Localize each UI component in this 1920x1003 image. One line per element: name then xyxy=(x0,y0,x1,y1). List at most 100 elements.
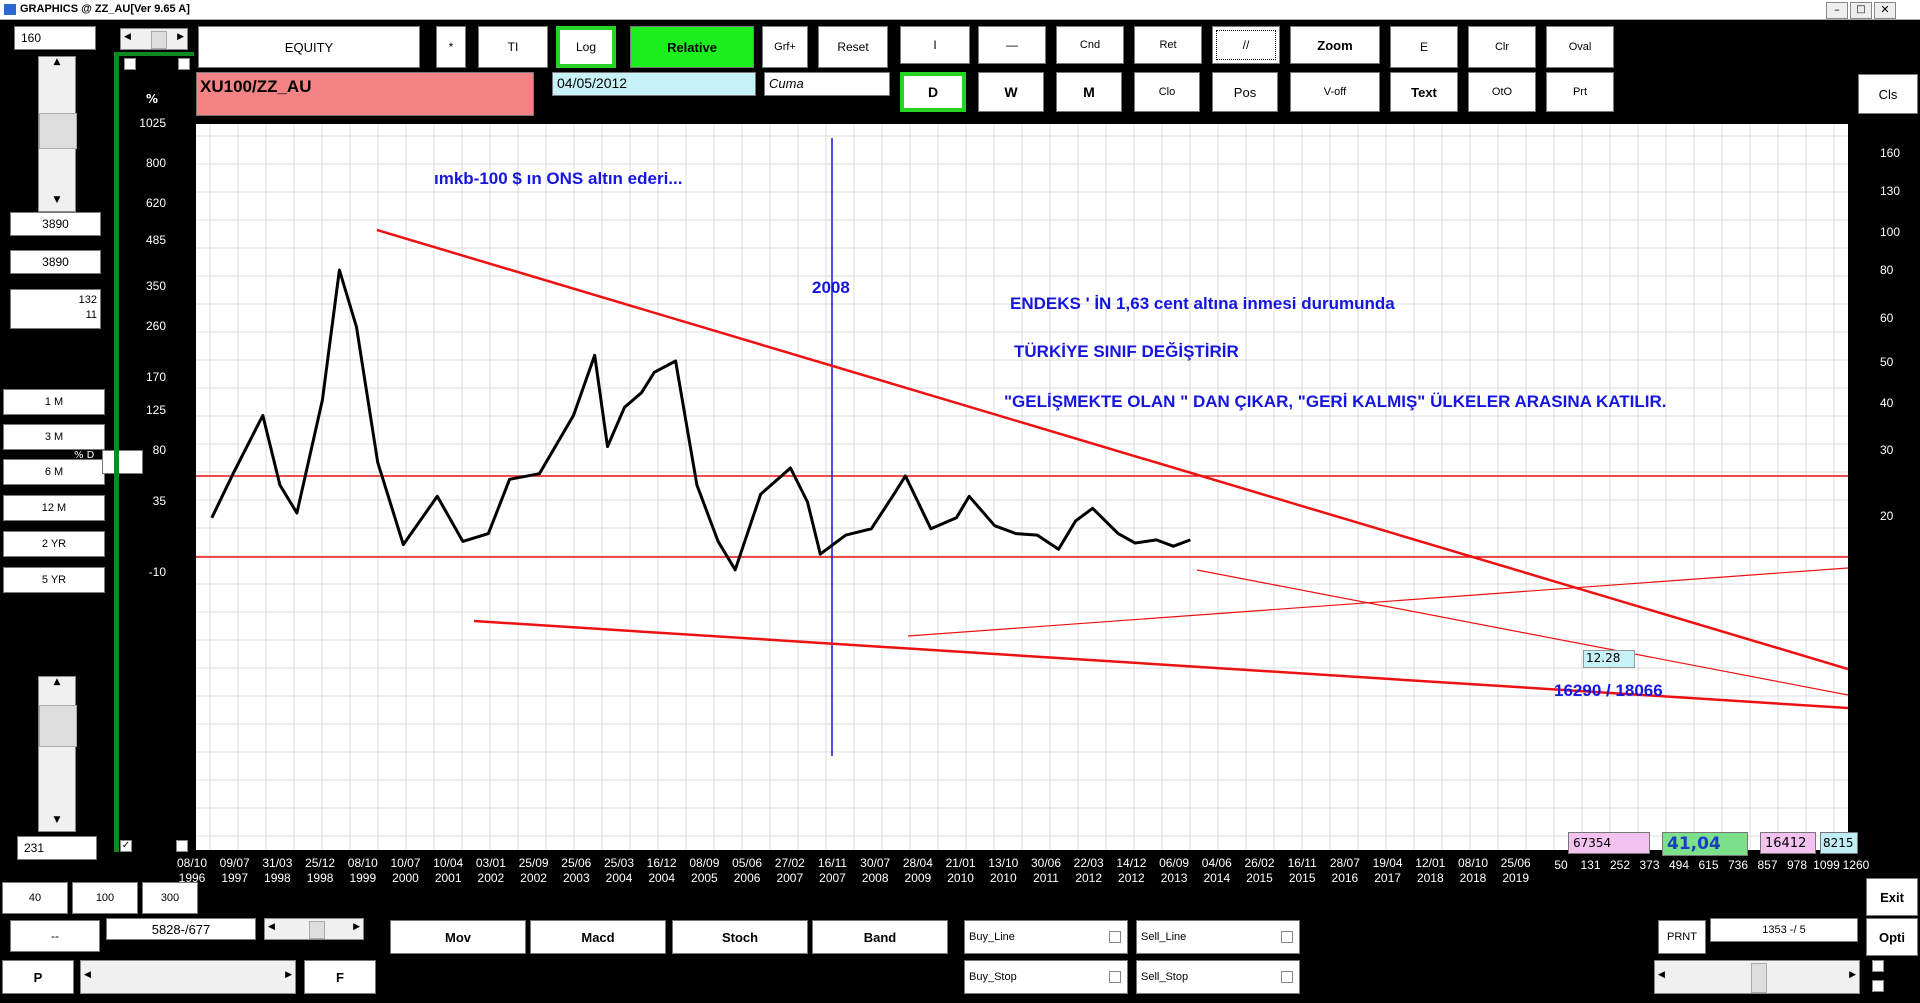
clear-button[interactable]: Clr xyxy=(1468,26,1536,68)
candle-button[interactable]: Cnd xyxy=(1056,26,1124,64)
y-tick-right: 20 xyxy=(1880,509,1894,523)
bottom-left-scrollbar[interactable]: ◀ ▶ xyxy=(264,918,364,940)
scroll-thumb[interactable] xyxy=(39,705,77,747)
p-button[interactable]: P xyxy=(2,960,74,994)
bottom-main-scrollbar[interactable]: ◀ ▶ xyxy=(80,960,296,994)
arrow-right-icon[interactable]: ▶ xyxy=(285,970,292,980)
volume-off-button[interactable]: V-off xyxy=(1290,72,1380,112)
date-field[interactable]: 04/05/2012 xyxy=(552,72,756,96)
minimize-icon[interactable]: – xyxy=(1826,2,1848,19)
y-tick-right: 100 xyxy=(1880,225,1901,239)
top-value-field[interactable]: 160 xyxy=(14,26,96,50)
percent-input[interactable] xyxy=(102,450,143,474)
x-tick-right: 131 xyxy=(1580,858,1601,872)
monthly-button[interactable]: M xyxy=(1056,72,1122,112)
scroll-thumb[interactable] xyxy=(39,113,77,149)
y-tick-right: 60 xyxy=(1880,311,1894,325)
f-button[interactable]: F xyxy=(304,960,376,994)
pos-button[interactable]: Pos xyxy=(1212,72,1278,112)
buy-line-checkbox[interactable] xyxy=(1109,931,1121,943)
checkbox-top-right[interactable] xyxy=(178,58,190,70)
scroll-thumb[interactable] xyxy=(309,921,325,939)
zoom-button[interactable]: Zoom xyxy=(1290,26,1380,64)
bottom-right-checkbox-1[interactable] xyxy=(1872,960,1884,972)
checkbox-bottom-checked[interactable]: ✓ xyxy=(120,840,132,852)
y-tick-right: 50 xyxy=(1880,355,1894,369)
print-button[interactable]: Prt xyxy=(1546,72,1614,112)
horizontal-line-button[interactable]: — xyxy=(978,26,1046,64)
period-3m-button[interactable]: 3 M xyxy=(3,424,105,450)
oto-button[interactable]: OtO xyxy=(1468,72,1536,112)
arrow-right-icon[interactable]: ▶ xyxy=(353,922,360,932)
scroll-down-icon[interactable]: ▼ xyxy=(53,815,61,825)
oval-button[interactable]: Oval xyxy=(1546,26,1614,68)
maximize-icon[interactable]: □ xyxy=(1850,2,1872,19)
left-lower-scrollbar[interactable]: ▲ ▼ xyxy=(38,676,77,832)
ti-button[interactable]: TI xyxy=(478,26,548,68)
range-300-button[interactable]: 300 xyxy=(142,882,198,914)
x-tick-label: 22/03 2012 xyxy=(1073,856,1104,885)
period-6m-button[interactable]: 6 M xyxy=(3,459,105,485)
cls-button[interactable]: Cls xyxy=(1858,74,1918,114)
period-12m-button[interactable]: 12 M xyxy=(3,495,105,521)
range-40-button[interactable]: 40 xyxy=(2,882,68,914)
reset-button[interactable]: Reset xyxy=(818,26,888,68)
arrow-left-icon[interactable]: ◀ xyxy=(124,32,131,42)
arrow-left-icon[interactable]: ◀ xyxy=(1658,970,1665,980)
buy-line-field[interactable]: Buy_Line xyxy=(964,920,1128,954)
e-button[interactable]: E xyxy=(1390,26,1458,68)
bottom-right-checkbox-2[interactable] xyxy=(1872,980,1884,992)
y-tick-right: 30 xyxy=(1880,443,1894,457)
dash-button[interactable]: -- xyxy=(10,920,100,952)
graph-plus-button[interactable]: Grf+ xyxy=(762,26,808,68)
opti-button[interactable]: Opti xyxy=(1866,918,1918,956)
bottom-right-scrollbar[interactable]: ◀ ▶ xyxy=(1654,960,1860,994)
left-upper-scrollbar[interactable]: ▲ ▼ xyxy=(38,56,77,212)
sell-line-field[interactable]: Sell_Line xyxy=(1136,920,1300,954)
scroll-thumb[interactable] xyxy=(151,31,167,49)
arrow-left-icon[interactable]: ◀ xyxy=(84,970,91,980)
scroll-down-icon[interactable]: ▼ xyxy=(53,195,61,205)
scroll-up-icon[interactable]: ▲ xyxy=(53,677,61,687)
mini-scrollbar[interactable]: ◀ ▶ xyxy=(120,28,188,50)
close-price-button[interactable]: Clo xyxy=(1134,72,1200,112)
sell-stop-field[interactable]: Sell_Stop xyxy=(1136,960,1300,994)
bottom-value-field[interactable]: 231 xyxy=(17,836,97,860)
scroll-up-icon[interactable]: ▲ xyxy=(53,57,61,67)
buy-stop-checkbox[interactable] xyxy=(1109,971,1121,983)
period-2yr-button[interactable]: 2 YR xyxy=(3,531,105,557)
arrow-right-icon[interactable]: ▶ xyxy=(177,32,184,42)
log-button[interactable]: Log xyxy=(556,26,616,68)
star-button[interactable]: * xyxy=(436,26,466,68)
close-icon[interactable]: ✕ xyxy=(1874,2,1896,19)
x-tick-label: 25/06 2003 xyxy=(561,856,592,885)
daily-button[interactable]: D xyxy=(900,72,966,112)
checkbox-bottom-right[interactable] xyxy=(176,840,188,852)
buy-stop-field[interactable]: Buy_Stop xyxy=(964,960,1128,994)
range-100-button[interactable]: 100 xyxy=(72,882,138,914)
arrow-right-icon[interactable]: ▶ xyxy=(1849,970,1856,980)
y-tick-left: -10 xyxy=(148,565,166,579)
checkbox-top-left[interactable] xyxy=(124,58,136,70)
text-button[interactable]: Text xyxy=(1390,72,1458,112)
macd-button[interactable]: Macd xyxy=(530,920,666,954)
exit-button[interactable]: Exit xyxy=(1866,878,1918,916)
equity-button[interactable]: EQUITY xyxy=(198,26,420,68)
prnt-button[interactable]: PRNT xyxy=(1658,920,1706,954)
ret-button[interactable]: Ret xyxy=(1134,26,1202,64)
arrow-left-icon[interactable]: ◀ xyxy=(268,922,275,932)
relative-button[interactable]: Relative xyxy=(630,26,754,68)
band-button[interactable]: Band xyxy=(812,920,948,954)
y-tick-left: 35 xyxy=(152,494,166,508)
sell-stop-checkbox[interactable] xyxy=(1281,971,1293,983)
mov-button[interactable]: Mov xyxy=(390,920,526,954)
scroll-thumb[interactable] xyxy=(1751,963,1767,993)
weekly-button[interactable]: W xyxy=(978,72,1044,112)
parallel-line-button[interactable]: // xyxy=(1212,26,1280,64)
x-tick-right: 252 xyxy=(1609,858,1631,872)
period-5yr-button[interactable]: 5 YR xyxy=(3,567,105,593)
vertical-line-button[interactable]: I xyxy=(900,26,970,64)
sell-line-checkbox[interactable] xyxy=(1281,931,1293,943)
period-1m-button[interactable]: 1 M xyxy=(3,389,105,415)
stoch-button[interactable]: Stoch xyxy=(672,920,808,954)
